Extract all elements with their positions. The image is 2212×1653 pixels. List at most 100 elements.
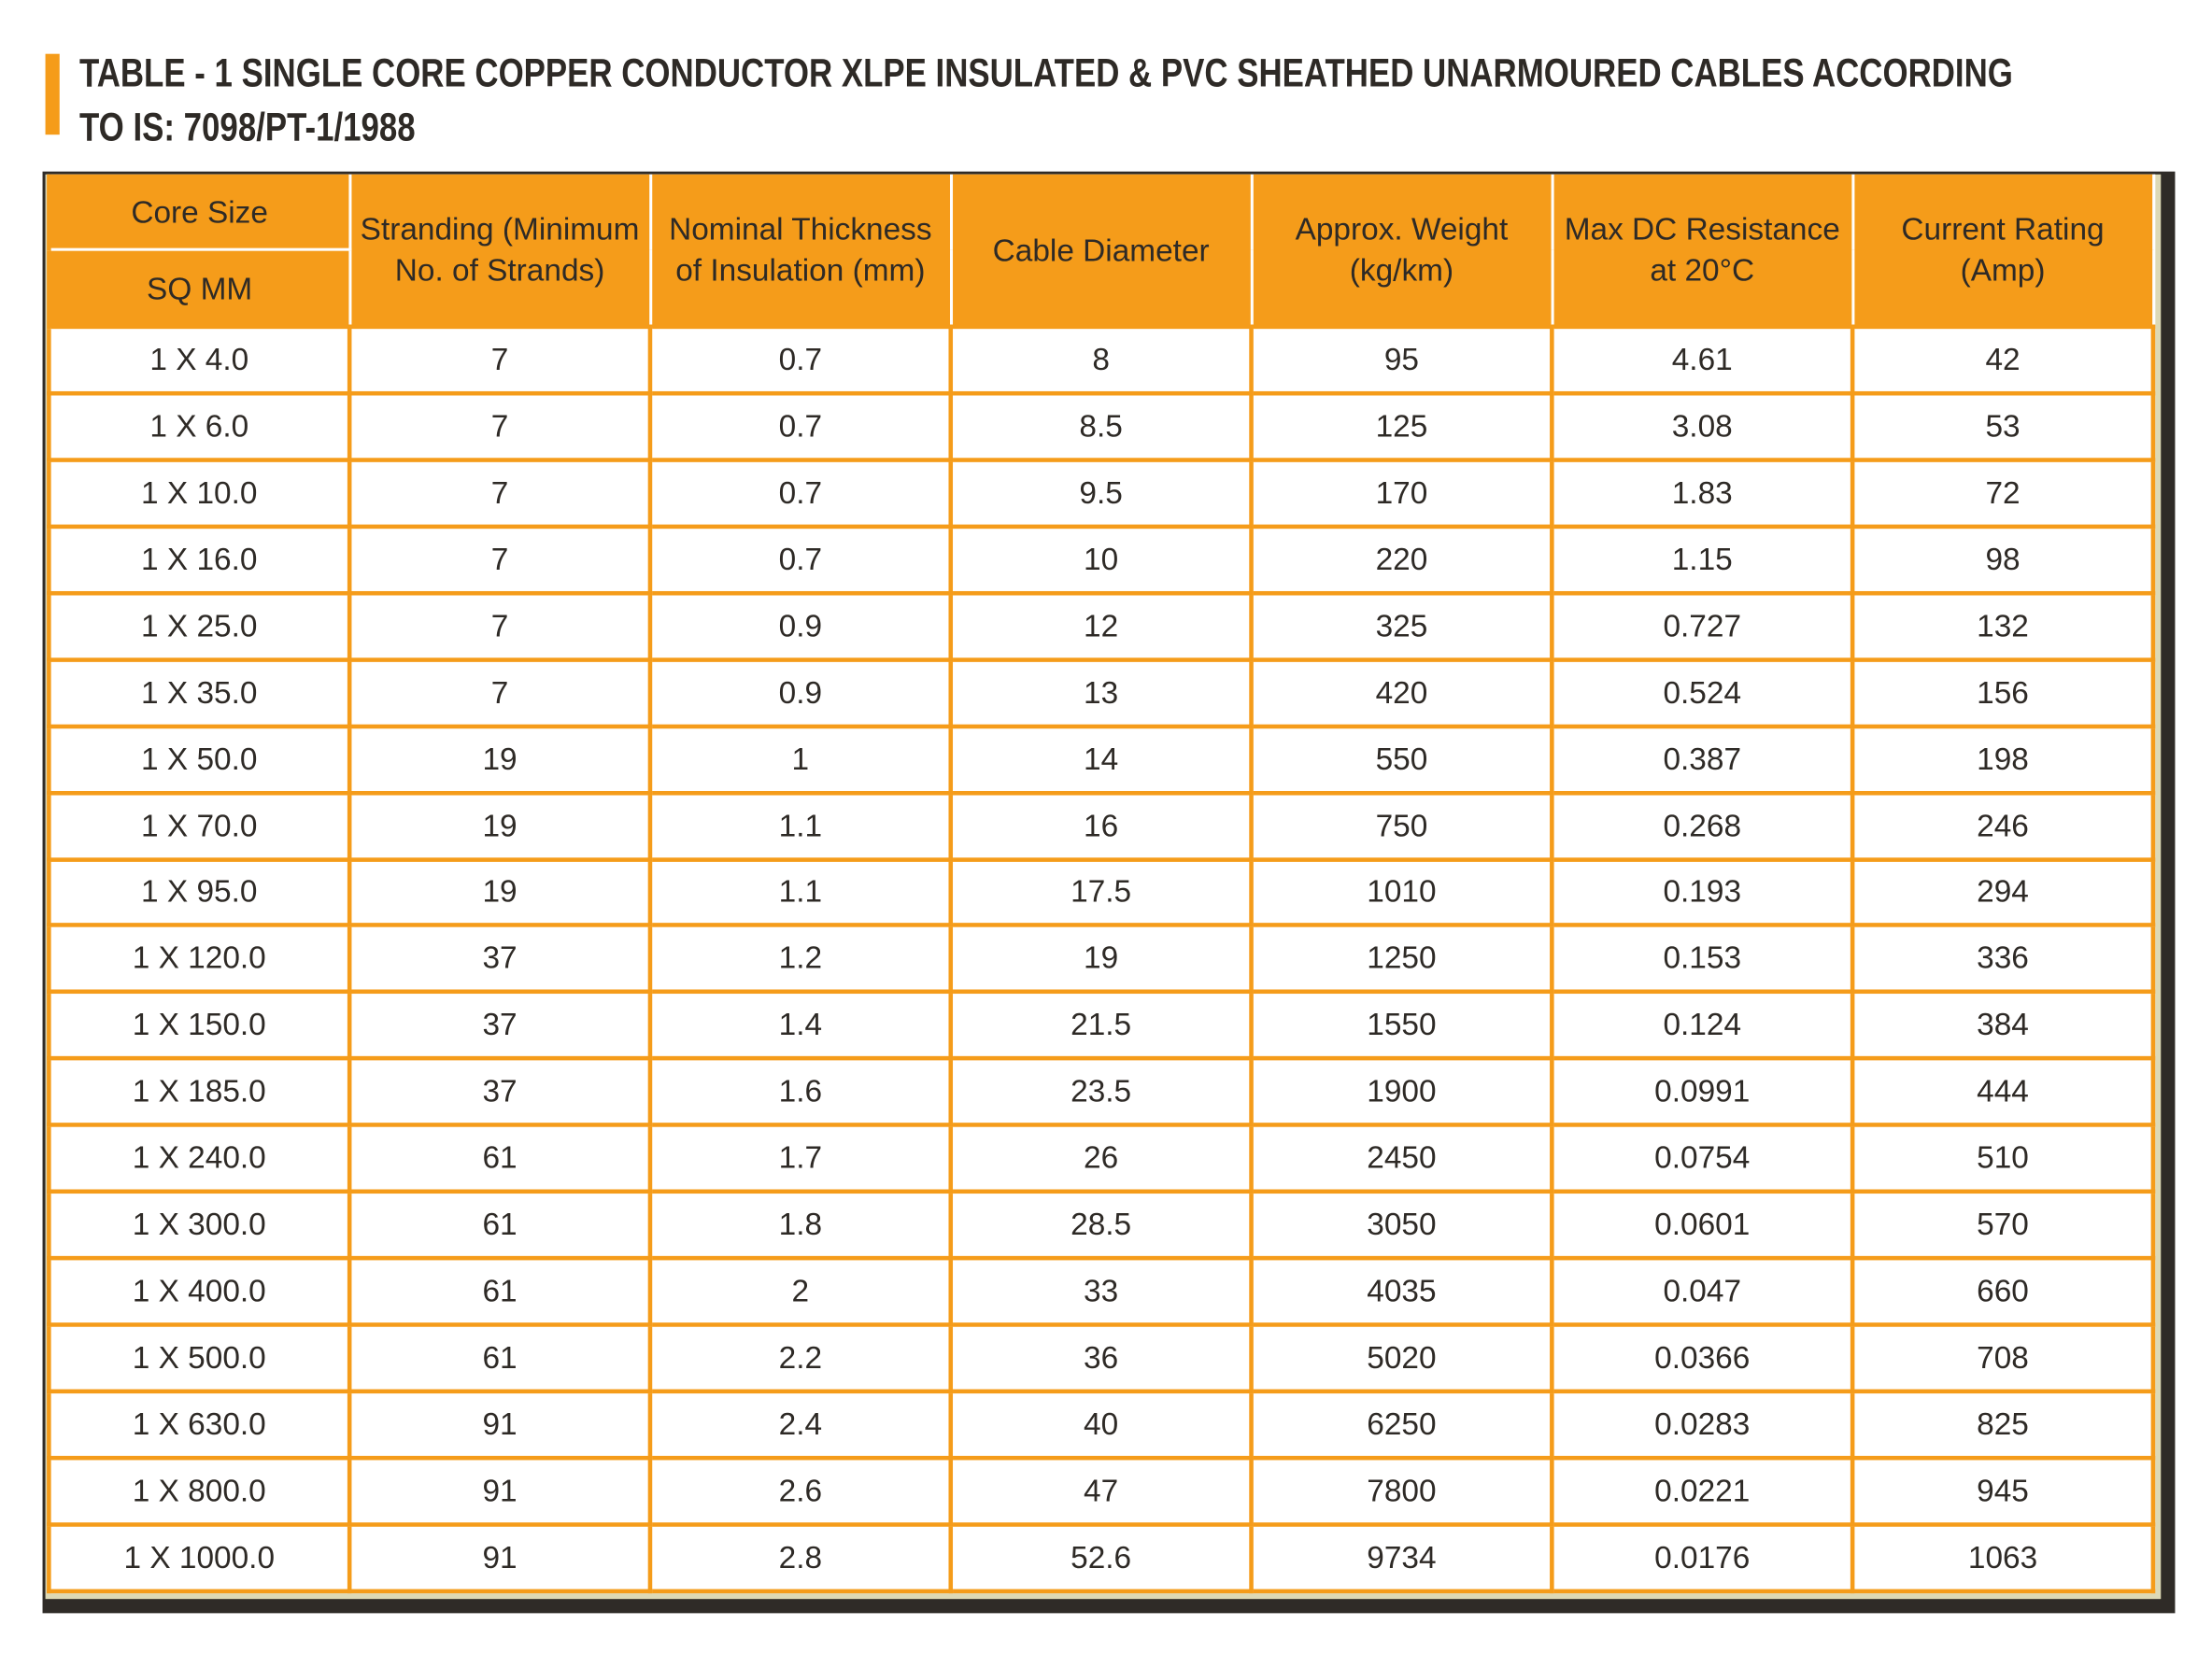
cell-cable-diameter: 13: [948, 657, 1254, 728]
cell-core-size: 1 X 240.0: [47, 1123, 352, 1194]
title-accent-bar: [45, 53, 60, 135]
cell-insulation-thickness: 1.1: [647, 856, 954, 928]
table-row: 1 X 630.0 91 2.4 40 6250 0.0283 825: [47, 1389, 2156, 1461]
header-cable-diameter: Cable Diameter: [949, 174, 1254, 329]
cell-dc-resistance: 0.0221: [1550, 1455, 1855, 1527]
cell-stranding: 91: [347, 1455, 653, 1527]
cell-insulation-thickness: 1.1: [647, 790, 954, 862]
cell-insulation-thickness: 2.4: [647, 1389, 954, 1461]
cell-stranding: 7: [347, 390, 653, 462]
table-body: 1 X 4.0 7 0.7 8 95 4.61 42 1 X 6.0 7 0.7 8.5 125 3.0…: [47, 324, 2156, 1594]
cell-stranding: 19: [347, 856, 653, 928]
table-row: 1 X 120.0 37 1.2 19 1250 0.153 336: [47, 923, 2156, 995]
table-row: 1 X 4.0 7 0.7 8 95 4.61 42: [47, 324, 2156, 396]
cell-dc-resistance: 0.0601: [1550, 1189, 1855, 1261]
cell-stranding: 37: [347, 1056, 653, 1128]
cell-cable-diameter: 36: [948, 1322, 1254, 1394]
cell-current-rating: 132: [1850, 590, 2156, 662]
cell-approx-weight: 550: [1249, 724, 1554, 795]
table-row: 1 X 6.0 7 0.7 8.5 125 3.08 53: [47, 390, 2156, 462]
title-line-2: TO IS: 7098/PT-1/1988: [79, 105, 416, 149]
cell-stranding: 61: [347, 1322, 653, 1394]
cell-stranding: 7: [347, 324, 653, 396]
cell-approx-weight: 420: [1249, 657, 1554, 728]
header-dc-resistance: Max DC Resistance at 20°C: [1550, 174, 1854, 329]
cell-approx-weight: 1250: [1249, 923, 1554, 995]
cell-current-rating: 42: [1850, 324, 2156, 396]
cell-cable-diameter: 8.5: [948, 390, 1254, 462]
cell-cable-diameter: 47: [948, 1455, 1254, 1527]
cell-dc-resistance: 1.83: [1550, 458, 1855, 529]
cell-cable-diameter: 28.5: [948, 1189, 1254, 1261]
cell-insulation-thickness: 2.8: [647, 1522, 954, 1594]
cell-approx-weight: 4035: [1249, 1256, 1554, 1327]
cell-insulation-thickness: 0.7: [647, 458, 954, 529]
cell-core-size: 1 X 35.0: [47, 657, 352, 728]
cell-dc-resistance: 0.524: [1550, 657, 1855, 728]
table-row: 1 X 500.0 61 2.2 36 5020 0.0366 708: [47, 1322, 2156, 1394]
cell-dc-resistance: 0.0754: [1550, 1123, 1855, 1194]
cell-core-size: 1 X 300.0: [47, 1189, 352, 1261]
cell-current-rating: 384: [1850, 990, 2156, 1061]
cell-approx-weight: 2450: [1249, 1123, 1554, 1194]
cell-current-rating: 246: [1850, 790, 2156, 862]
cell-stranding: 19: [347, 724, 653, 795]
cell-insulation-thickness: 0.9: [647, 590, 954, 662]
table-row: 1 X 1000.0 91 2.8 52.6 9734 0.0176 1063: [47, 1522, 2156, 1594]
cell-core-size: 1 X 800.0: [47, 1455, 352, 1527]
cell-insulation-thickness: 1.4: [647, 990, 954, 1061]
cell-core-size: 1 X 1000.0: [47, 1522, 352, 1594]
cell-approx-weight: 125: [1249, 390, 1554, 462]
table-row: 1 X 25.0 7 0.9 12 325 0.727 132: [47, 590, 2156, 662]
title-line-1: TABLE - 1 SINGLE CORE COPPER CONDUCTOR X…: [79, 50, 2013, 95]
cell-approx-weight: 1900: [1249, 1056, 1554, 1128]
cell-stranding: 7: [347, 524, 653, 596]
cell-approx-weight: 9734: [1249, 1522, 1554, 1594]
cell-dc-resistance: 0.0366: [1550, 1322, 1855, 1394]
cell-cable-diameter: 10: [948, 524, 1254, 596]
cell-approx-weight: 325: [1249, 590, 1554, 662]
table-row: 1 X 16.0 7 0.7 10 220 1.15 98: [47, 524, 2156, 596]
cell-approx-weight: 750: [1249, 790, 1554, 862]
cell-stranding: 37: [347, 923, 653, 995]
cell-approx-weight: 1550: [1249, 990, 1554, 1061]
cell-stranding: 61: [347, 1189, 653, 1261]
table-row: 1 X 35.0 7 0.9 13 420 0.524 156: [47, 657, 2156, 728]
cell-core-size: 1 X 150.0: [47, 990, 352, 1061]
cell-current-rating: 156: [1850, 657, 2156, 728]
cell-dc-resistance: 1.15: [1550, 524, 1855, 596]
cell-stranding: 7: [347, 657, 653, 728]
cell-cable-diameter: 52.6: [948, 1522, 1254, 1594]
cell-current-rating: 72: [1850, 458, 2156, 529]
cell-approx-weight: 220: [1249, 524, 1554, 596]
cell-insulation-thickness: 1.7: [647, 1123, 954, 1194]
cell-dc-resistance: 4.61: [1550, 324, 1855, 396]
cell-approx-weight: 7800: [1249, 1455, 1554, 1527]
cell-dc-resistance: 0.193: [1550, 856, 1855, 928]
cell-core-size: 1 X 95.0: [47, 856, 352, 928]
cell-dc-resistance: 3.08: [1550, 390, 1855, 462]
cell-dc-resistance: 0.727: [1550, 590, 1855, 662]
cell-insulation-thickness: 1.2: [647, 923, 954, 995]
cell-stranding: 91: [347, 1389, 653, 1461]
cell-current-rating: 98: [1850, 524, 2156, 596]
table-row: 1 X 300.0 61 1.8 28.5 3050 0.0601 570: [47, 1189, 2156, 1261]
cell-core-size: 1 X 120.0: [47, 923, 352, 995]
table-row: 1 X 50.0 19 1 14 550 0.387 198: [47, 724, 2156, 795]
cell-cable-diameter: 19: [948, 923, 1254, 995]
cell-core-size: 1 X 400.0: [47, 1256, 352, 1327]
cell-stranding: 61: [347, 1123, 653, 1194]
table-row: 1 X 10.0 7 0.7 9.5 170 1.83 72: [47, 458, 2156, 529]
cell-core-size: 1 X 25.0: [47, 590, 352, 662]
cell-current-rating: 198: [1850, 724, 2156, 795]
cell-current-rating: 510: [1850, 1123, 2156, 1194]
cell-dc-resistance: 0.0283: [1550, 1389, 1855, 1461]
cell-cable-diameter: 17.5: [948, 856, 1254, 928]
cell-dc-resistance: 0.268: [1550, 790, 1855, 862]
cell-current-rating: 444: [1850, 1056, 2156, 1128]
cell-stranding: 61: [347, 1256, 653, 1327]
header-current-rating: Current Rating (Amp): [1850, 174, 2155, 329]
cell-cable-diameter: 21.5: [948, 990, 1254, 1061]
cell-cable-diameter: 9.5: [948, 458, 1254, 529]
cell-stranding: 7: [347, 458, 653, 529]
